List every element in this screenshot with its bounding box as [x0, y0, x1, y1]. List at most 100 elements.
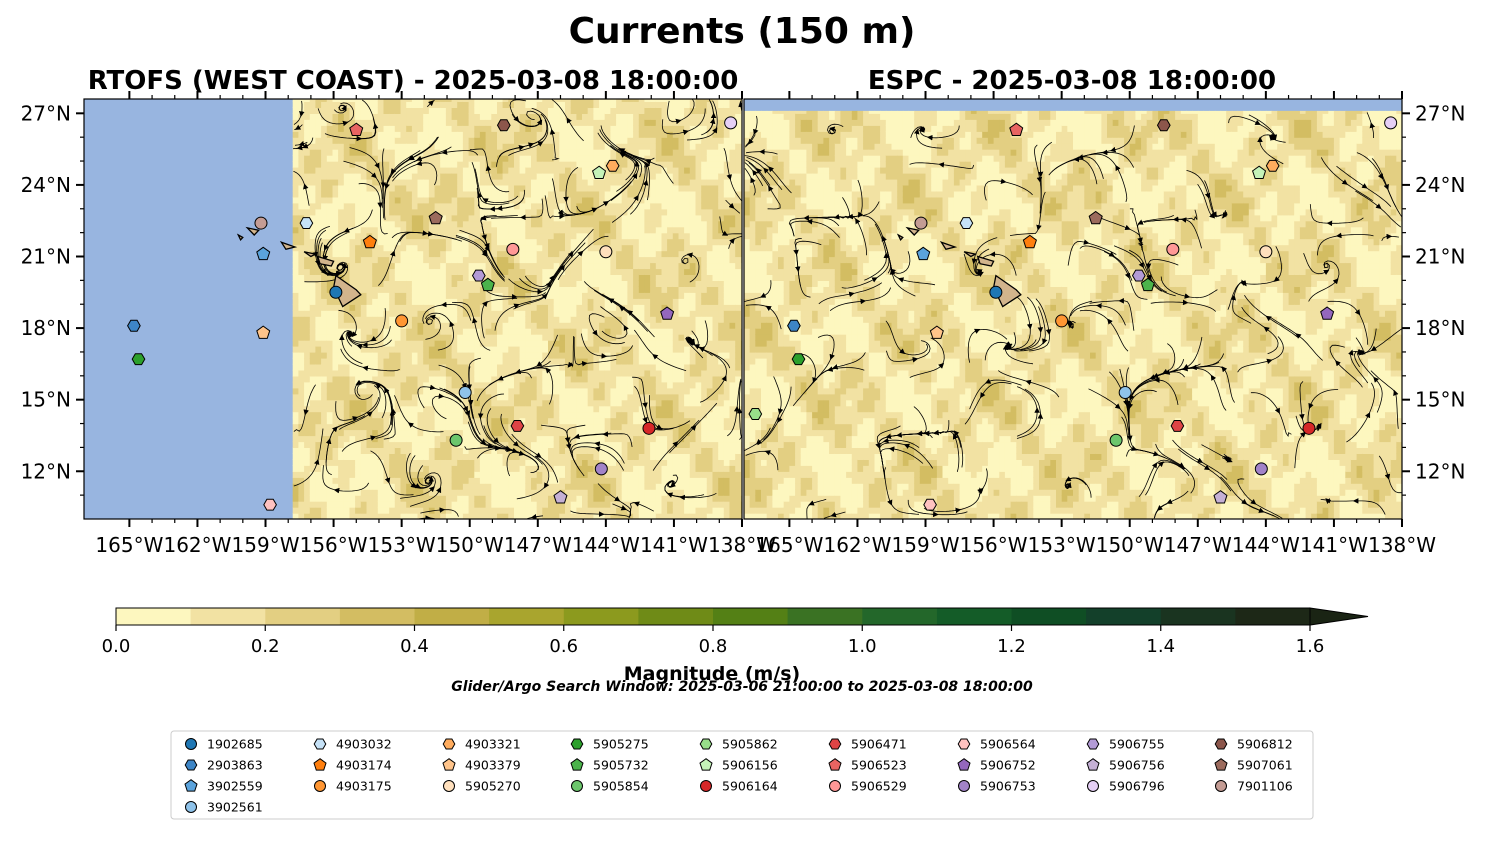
magnitude-cell — [531, 435, 538, 443]
magnitude-cell — [553, 256, 560, 264]
magnitude-cell — [338, 441, 345, 448]
magnitude-cell — [343, 256, 351, 264]
magnitude-cell — [684, 161, 691, 168]
magnitude-cell — [292, 292, 299, 299]
magnitude-cell — [434, 465, 441, 472]
magnitude-cell — [372, 423, 379, 431]
magnitude-cell — [423, 465, 430, 472]
magnitude-cell — [604, 477, 611, 484]
magnitude-cell — [326, 220, 334, 228]
magnitude-cell — [525, 435, 532, 443]
magnitude-cell — [582, 381, 589, 389]
magnitude-cell — [423, 375, 430, 383]
magnitude-cell — [445, 423, 453, 431]
magnitude-cell — [417, 346, 424, 353]
magnitude-cell — [292, 280, 299, 287]
magnitude-cell — [321, 459, 328, 466]
magnitude-cell — [502, 226, 509, 234]
magnitude-cell — [298, 190, 305, 198]
magnitude-cell — [485, 375, 492, 383]
magnitude-cell — [587, 184, 594, 192]
magnitude-cell — [502, 441, 509, 448]
magnitude-cell — [445, 178, 453, 186]
magnitude-cell — [343, 143, 351, 150]
magnitude-cell — [451, 310, 458, 317]
magnitude-cell — [434, 447, 441, 454]
magnitude-cell — [451, 113, 458, 120]
magnitude-cell — [451, 143, 458, 150]
magnitude-cell — [332, 202, 339, 210]
magnitude-cell — [411, 208, 419, 216]
magnitude-cell — [338, 262, 345, 270]
magnitude-cell — [366, 137, 373, 144]
magnitude-cell — [667, 232, 674, 240]
magnitude-cell — [360, 387, 368, 395]
magnitude-cell — [332, 352, 339, 359]
magnitude-cell — [304, 155, 311, 162]
magnitude-cell — [423, 352, 430, 359]
magnitude-cell — [604, 501, 611, 508]
magnitude-cell — [394, 423, 402, 431]
magnitude-cell — [355, 196, 362, 204]
magnitude-cell — [593, 399, 600, 407]
magnitude-cell — [593, 131, 600, 138]
magnitude-cell — [377, 328, 385, 335]
magnitude-cell — [338, 256, 345, 264]
magnitude-cell — [565, 369, 572, 377]
magnitude-cell — [627, 268, 634, 275]
magnitude-cell — [440, 507, 447, 514]
magnitude-cell — [298, 417, 305, 425]
magnitude-cell — [474, 208, 481, 216]
magnitude-cell — [400, 107, 407, 114]
magnitude-cell — [445, 137, 453, 144]
magnitude-cell — [502, 369, 509, 377]
magnitude-cell — [326, 232, 334, 240]
magnitude-cell — [298, 101, 305, 108]
magnitude-cell — [502, 268, 509, 275]
magnitude-cell — [661, 131, 668, 138]
magnitude-cell — [667, 113, 674, 120]
magnitude-cell — [298, 435, 305, 443]
magnitude-cell — [377, 393, 385, 401]
magnitude-cell — [525, 441, 532, 448]
magnitude-cell — [531, 405, 538, 413]
magnitude-cell — [491, 220, 498, 228]
magnitude-cell — [559, 125, 566, 132]
magnitude-cell — [309, 399, 317, 407]
magnitude-cell — [315, 143, 322, 150]
magnitude-cell — [565, 178, 572, 186]
magnitude-cell — [423, 405, 430, 413]
magnitude-cell — [576, 363, 583, 371]
magnitude-cell — [417, 459, 424, 466]
magnitude-cell — [582, 507, 589, 514]
magnitude-cell — [621, 381, 628, 389]
magnitude-cell — [542, 495, 549, 502]
magnitude-cell — [315, 423, 322, 431]
magnitude-cell — [655, 250, 663, 258]
magnitude-cell — [343, 125, 351, 132]
magnitude-cell — [434, 441, 441, 448]
magnitude-cell — [411, 232, 419, 240]
magnitude-cell — [485, 119, 492, 126]
magnitude-cell — [587, 387, 594, 395]
magnitude-cell — [667, 417, 674, 425]
magnitude-cell — [360, 298, 368, 305]
magnitude-cell — [593, 143, 600, 150]
magnitude-cell — [389, 501, 396, 508]
magnitude-cell — [462, 304, 470, 311]
magnitude-cell — [497, 411, 504, 419]
magnitude-cell — [321, 298, 328, 305]
magnitude-cell — [678, 501, 685, 508]
magnitude-cell — [638, 149, 646, 156]
magnitude-cell — [411, 489, 419, 496]
magnitude-cell — [672, 387, 680, 395]
magnitude-cell — [389, 352, 396, 359]
magnitude-cell — [548, 375, 555, 383]
magnitude-cell — [383, 190, 390, 198]
magnitude-cell — [519, 501, 526, 508]
magnitude-cell — [672, 322, 680, 329]
magnitude-cell — [440, 274, 447, 281]
magnitude-cell — [372, 369, 379, 377]
magnitude-cell — [678, 149, 685, 156]
magnitude-cell — [411, 280, 419, 287]
